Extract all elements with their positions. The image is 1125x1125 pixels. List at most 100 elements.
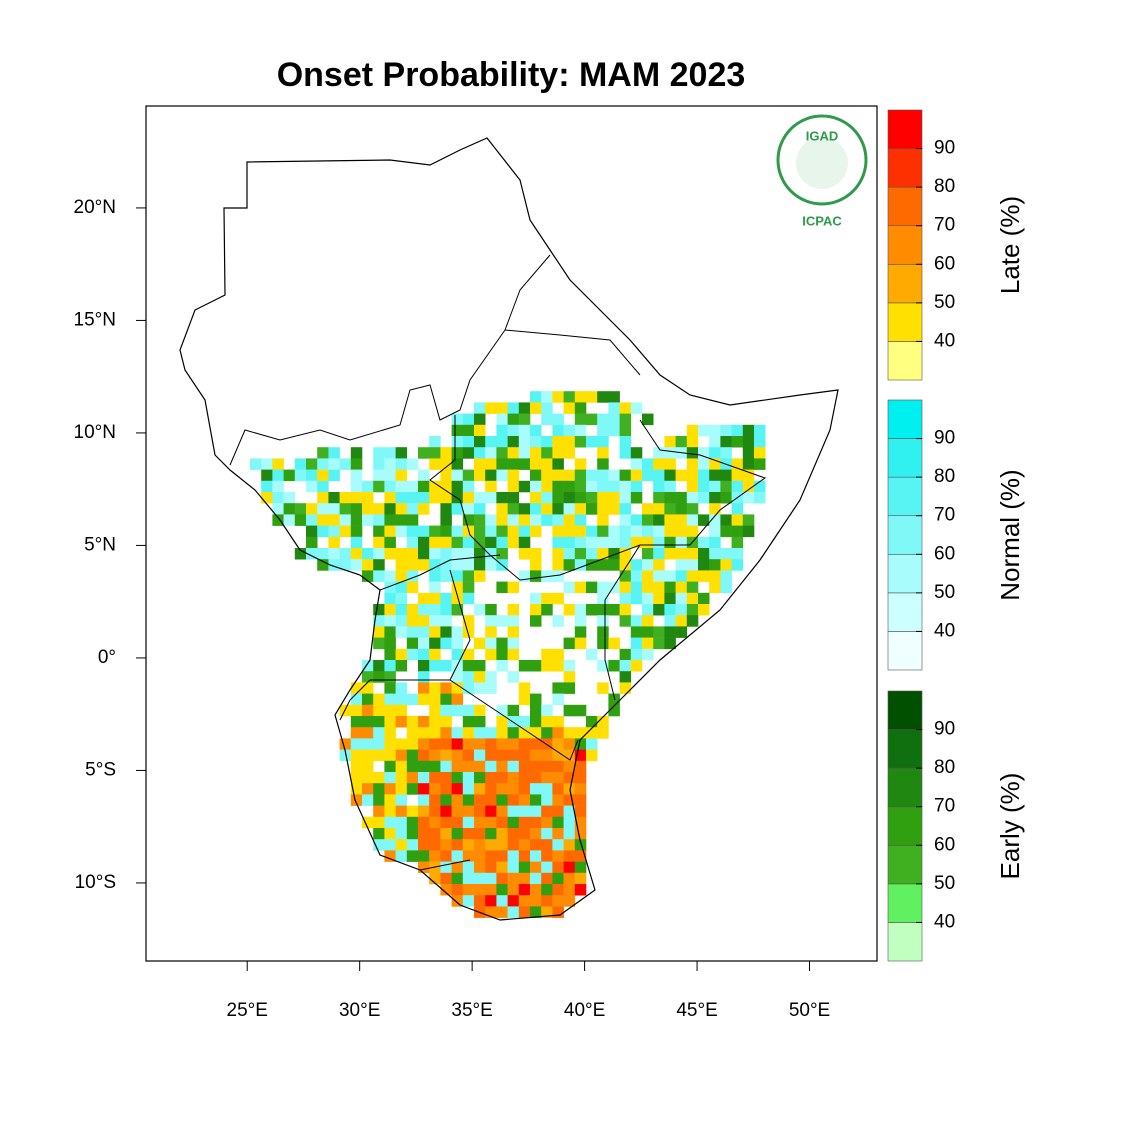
cell bbox=[518, 480, 531, 493]
cell bbox=[597, 525, 609, 538]
cell bbox=[373, 615, 385, 627]
cell bbox=[429, 805, 441, 818]
cell bbox=[474, 525, 486, 538]
cell bbox=[373, 805, 385, 818]
cell bbox=[373, 727, 385, 739]
cell bbox=[653, 559, 665, 571]
cell bbox=[395, 570, 408, 582]
cell bbox=[462, 794, 475, 806]
cell bbox=[362, 783, 374, 795]
cell bbox=[597, 581, 609, 594]
cell bbox=[597, 480, 609, 493]
cell bbox=[530, 525, 542, 538]
cell bbox=[440, 480, 452, 493]
cell bbox=[362, 738, 374, 750]
cell bbox=[597, 615, 609, 627]
cell bbox=[597, 514, 609, 526]
cell bbox=[731, 559, 744, 571]
cell bbox=[552, 828, 564, 840]
cell bbox=[272, 503, 284, 515]
cell bbox=[474, 727, 486, 739]
cell bbox=[552, 570, 564, 582]
cell bbox=[675, 548, 688, 560]
cell bbox=[474, 570, 486, 582]
cell bbox=[552, 492, 564, 504]
cell bbox=[485, 402, 497, 414]
cell bbox=[709, 424, 721, 437]
cell bbox=[474, 861, 486, 874]
cell bbox=[653, 458, 665, 470]
cell bbox=[451, 839, 464, 851]
cell bbox=[563, 424, 576, 437]
cell bbox=[474, 503, 486, 515]
cell bbox=[608, 413, 620, 426]
cell bbox=[720, 447, 732, 459]
cell bbox=[485, 682, 497, 694]
cell bbox=[496, 637, 508, 650]
cell bbox=[406, 615, 419, 627]
cell bbox=[597, 637, 609, 650]
cell bbox=[474, 536, 486, 549]
cell bbox=[630, 402, 643, 414]
cell bbox=[586, 480, 598, 493]
cell bbox=[608, 559, 620, 571]
cell bbox=[451, 738, 464, 750]
cell bbox=[429, 536, 441, 549]
cell bbox=[462, 884, 475, 896]
cell bbox=[384, 693, 396, 706]
cell bbox=[384, 850, 396, 862]
cell bbox=[563, 503, 576, 515]
legend-tick-label: 90 bbox=[934, 138, 955, 159]
cell bbox=[362, 492, 374, 504]
cell bbox=[283, 503, 296, 515]
cell bbox=[462, 671, 475, 683]
cell bbox=[429, 660, 441, 672]
cell bbox=[653, 514, 665, 526]
cell bbox=[518, 816, 531, 829]
cell bbox=[507, 536, 520, 549]
cell bbox=[563, 492, 576, 504]
cell bbox=[686, 447, 699, 459]
cell bbox=[507, 895, 520, 907]
cell bbox=[451, 884, 464, 896]
cell bbox=[518, 828, 531, 840]
cell bbox=[474, 413, 486, 426]
cell bbox=[586, 492, 598, 504]
legend-swatch bbox=[887, 922, 923, 962]
cell bbox=[317, 548, 329, 560]
legend-swatch bbox=[887, 553, 923, 594]
cell bbox=[586, 604, 598, 616]
cell bbox=[384, 760, 396, 773]
cell bbox=[698, 514, 710, 526]
cell bbox=[597, 469, 609, 482]
cell bbox=[518, 839, 531, 851]
cell bbox=[530, 548, 542, 560]
cell bbox=[418, 604, 430, 616]
cell bbox=[406, 648, 419, 661]
cell bbox=[339, 749, 352, 762]
cell bbox=[563, 895, 576, 907]
cell bbox=[429, 559, 441, 571]
cell bbox=[720, 548, 732, 560]
cell bbox=[373, 749, 385, 762]
cell bbox=[451, 760, 464, 773]
cell bbox=[462, 749, 475, 762]
cell bbox=[384, 783, 396, 795]
cell bbox=[294, 514, 307, 526]
cell bbox=[698, 469, 710, 482]
cell bbox=[686, 492, 699, 504]
cell bbox=[474, 704, 486, 717]
cell bbox=[485, 738, 497, 750]
cell bbox=[350, 760, 363, 773]
cell bbox=[395, 660, 408, 672]
cell bbox=[586, 727, 598, 739]
cell bbox=[541, 592, 553, 605]
cell bbox=[451, 805, 464, 818]
cell bbox=[664, 492, 676, 504]
cell bbox=[418, 727, 430, 739]
cell bbox=[530, 839, 542, 851]
cell bbox=[362, 548, 374, 560]
x-tick-label: 40°E bbox=[564, 1000, 605, 1021]
legend-swatch bbox=[887, 263, 923, 304]
cell bbox=[530, 783, 542, 795]
